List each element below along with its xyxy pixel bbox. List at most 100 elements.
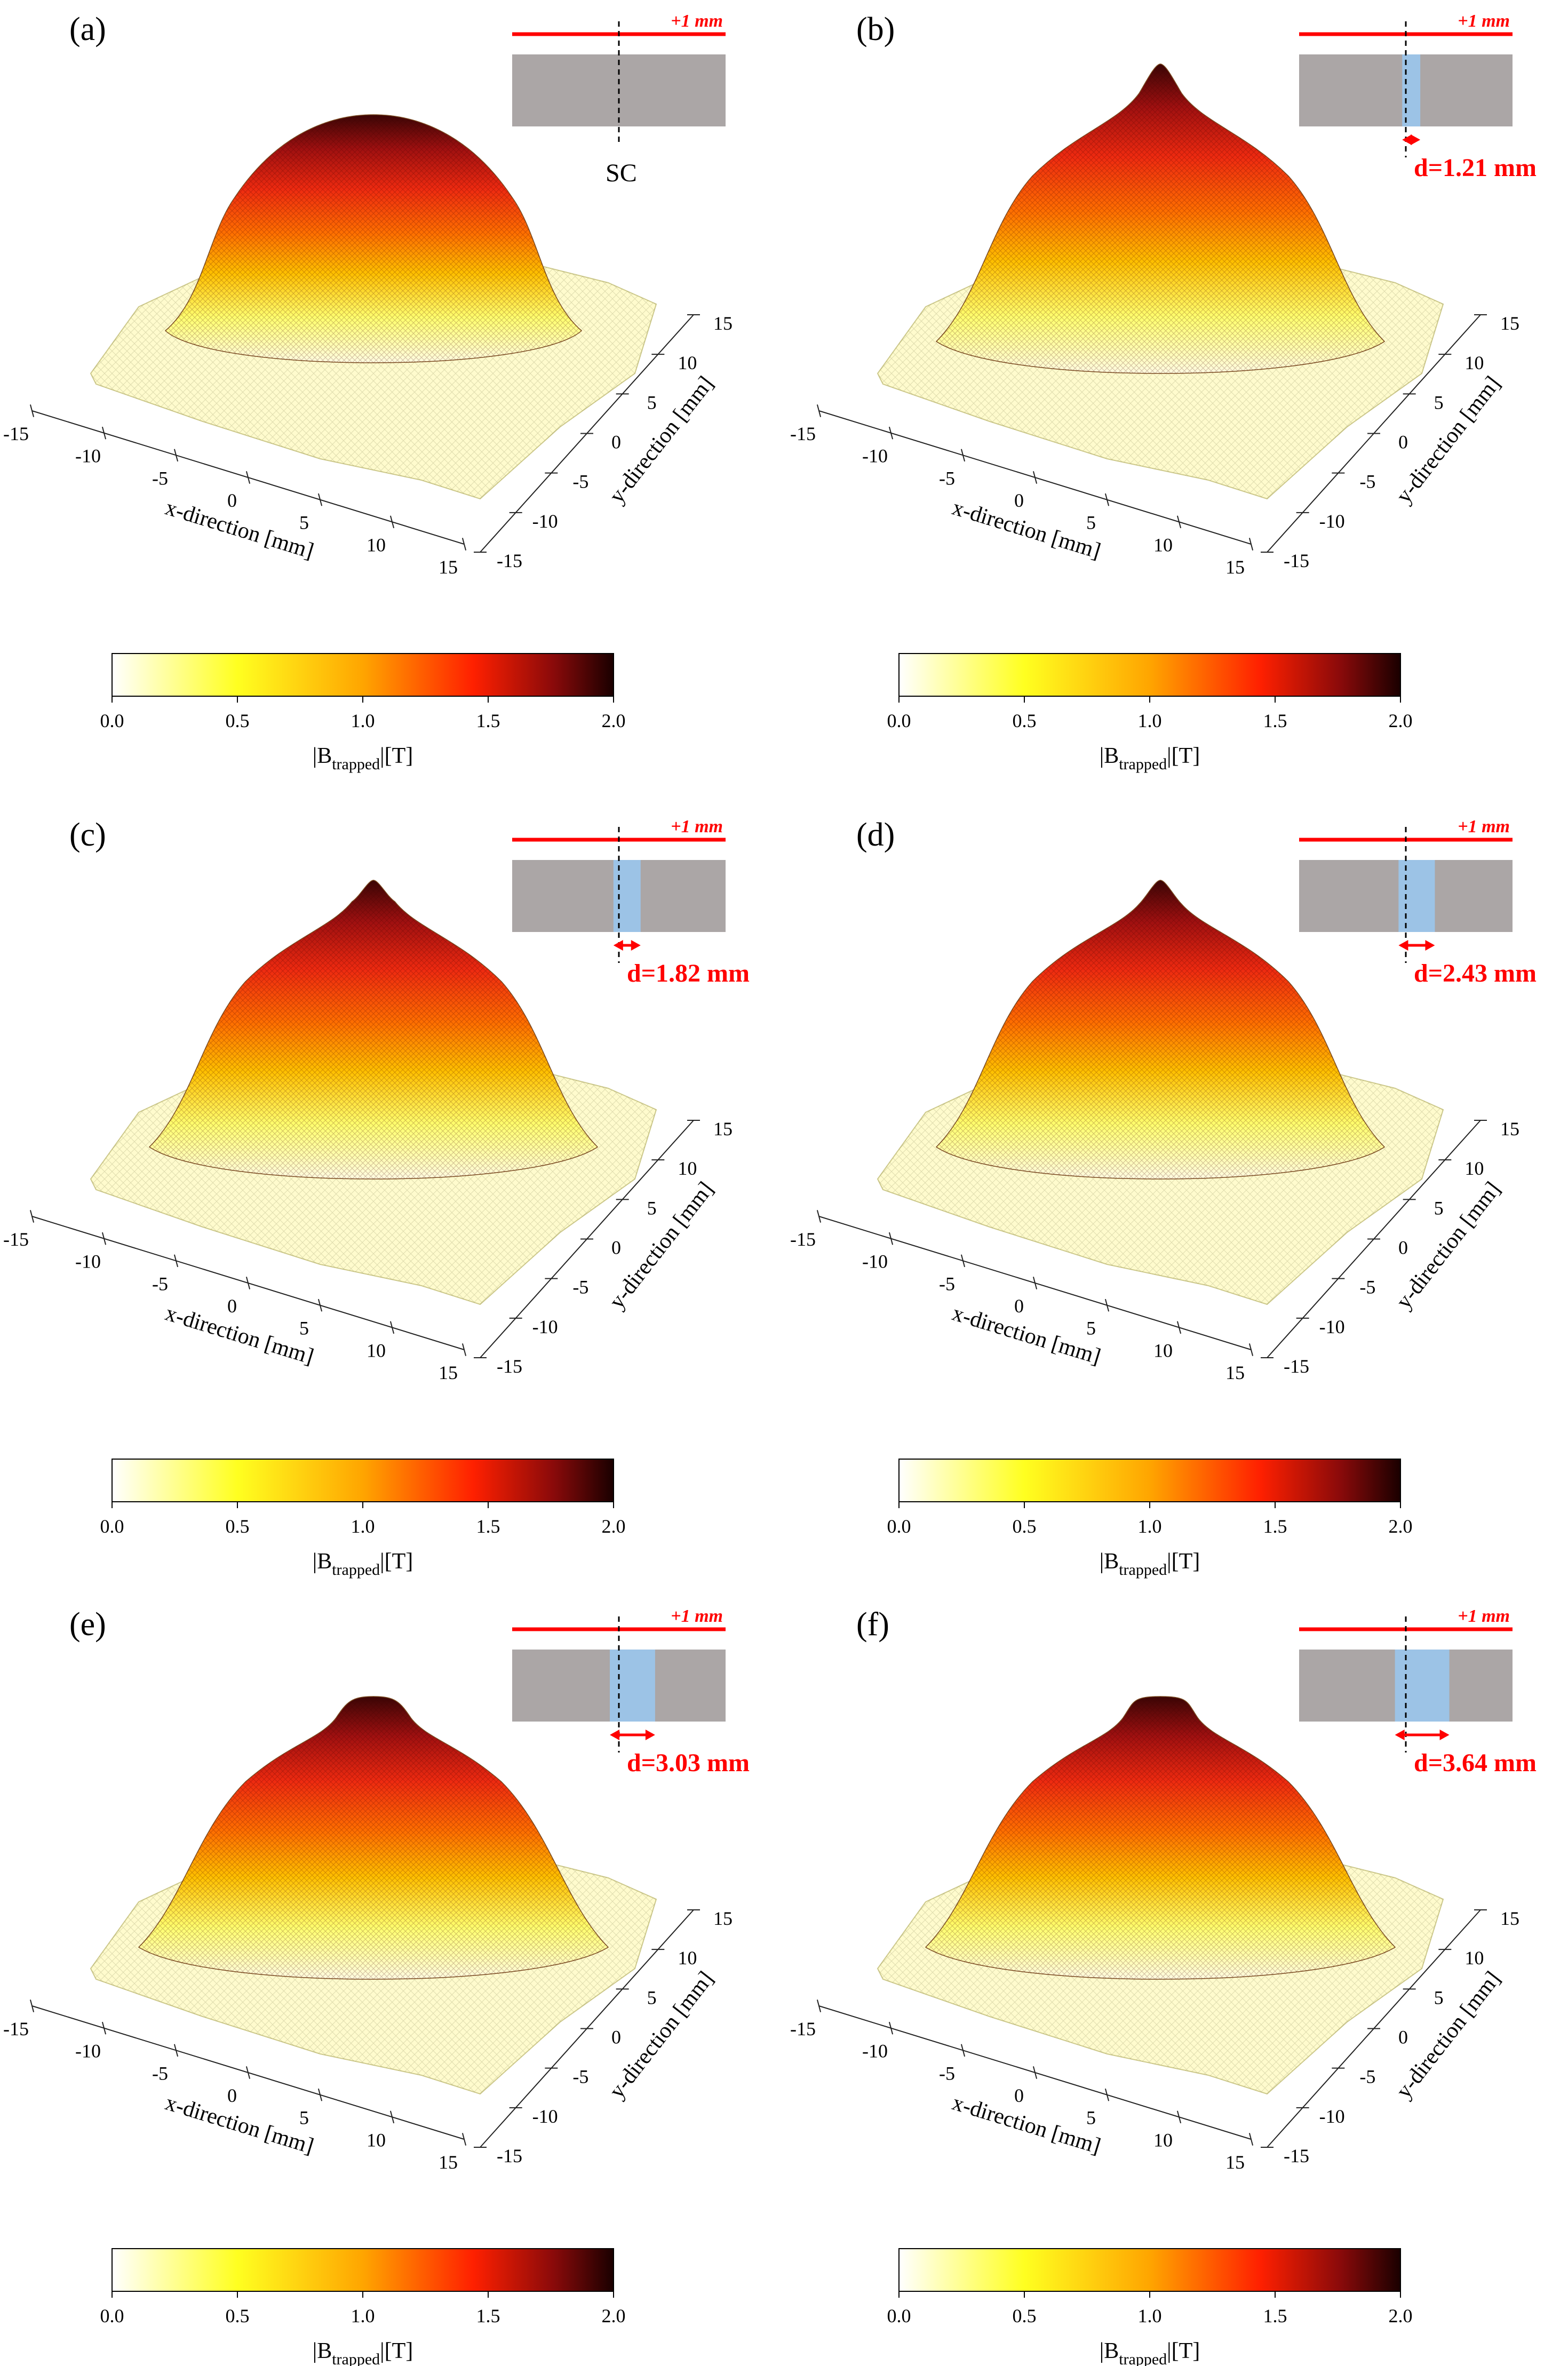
y-tick-label: 0 <box>611 1237 621 1258</box>
x-tick-label: 5 <box>1086 2107 1096 2129</box>
x-tick-label: 0 <box>1014 2085 1024 2106</box>
colorbar-label-end: |[T] <box>1167 2339 1200 2363</box>
y-tick-label: 5 <box>647 1987 657 2008</box>
y-tick-label: 5 <box>1434 392 1444 413</box>
colorbar-tick-label: 2.0 <box>602 1516 626 1537</box>
x-tick-label: 15 <box>439 2152 458 2173</box>
y-tick-label: -5 <box>1359 2066 1375 2088</box>
panel-label: (e) <box>69 1606 106 1643</box>
y-tick-label: 10 <box>678 1947 697 1969</box>
x-tick-label: 15 <box>1225 2152 1245 2173</box>
surface-body-mesh <box>936 64 1384 373</box>
groove-arrow-head-left <box>1398 940 1408 951</box>
inset-schematic: +1 mm d=3.03 mm <box>512 1606 750 1777</box>
x-tick <box>1248 2133 1254 2146</box>
x-tick <box>888 2021 894 2035</box>
x-tick-label: -10 <box>862 1251 888 1272</box>
colorbar: 0.0 0.5 1.0 1.5 2.0 |Btrapped|[T] <box>100 653 626 773</box>
x-tick <box>101 2021 107 2035</box>
x-tick-label: 15 <box>1225 1362 1245 1383</box>
inset-label: d=2.43 mm <box>1414 959 1537 987</box>
x-tick-label: 10 <box>1153 1340 1173 1361</box>
surface-body-mesh <box>165 115 582 363</box>
groove-region <box>610 1650 655 1722</box>
x-tick <box>245 1277 251 1289</box>
colorbar-label-sub: trapped <box>1119 755 1167 773</box>
y-tick-label: -5 <box>572 471 588 492</box>
x-tick <box>29 1999 35 2012</box>
surface-plot <box>90 880 657 1305</box>
x-tick <box>317 2088 323 2101</box>
x-tick <box>101 1232 107 1245</box>
colorbar-gradient <box>898 653 1401 697</box>
inset-top-label: +1 mm <box>1458 11 1510 31</box>
x-tick-label: 5 <box>1086 1318 1096 1339</box>
y-tick-label: 10 <box>1464 1947 1484 1969</box>
y-tick-label: -15 <box>497 1356 522 1377</box>
x-tick-label: -5 <box>152 1273 168 1294</box>
colorbar-tick-label: 0.5 <box>1013 710 1037 731</box>
inset-label: d=1.82 mm <box>627 959 750 987</box>
colorbar: 0.0 0.5 1.0 1.5 2.0 |Btrapped|[T] <box>887 653 1413 773</box>
y-tick-label: -10 <box>1319 2106 1345 2127</box>
x-tick-label: 0 <box>227 1295 237 1317</box>
x-tick-label: -15 <box>3 423 29 444</box>
colorbar-label-sub: trapped <box>1119 2351 1167 2366</box>
colorbar-tick-label: 2.0 <box>602 710 626 731</box>
colorbar-label-end: |[T] <box>380 744 413 768</box>
x-tick-label: 5 <box>1086 512 1096 533</box>
x-tick <box>1104 2088 1110 2101</box>
groove-arrow-head-left <box>1402 134 1412 145</box>
colorbar-label-end: |[T] <box>1167 744 1200 768</box>
colorbar-tick-label: 2.0 <box>1389 710 1413 731</box>
y-tick-label: -10 <box>1319 511 1345 532</box>
x-tick-label: 15 <box>439 556 458 578</box>
groove-region <box>1402 54 1421 126</box>
x-tick <box>29 404 35 417</box>
colorbar-label: |Btrapped|[T] <box>1100 2339 1200 2366</box>
colorbar-label-end: |[T] <box>1167 1549 1200 1574</box>
colorbar-label-main: |B <box>1100 2339 1119 2363</box>
groove-arrow-head-left <box>613 940 623 951</box>
x-tick-label: -5 <box>939 467 955 489</box>
x-tick-label: 10 <box>1153 2129 1173 2150</box>
y-tick-label: -10 <box>1319 1316 1345 1337</box>
y-tick-label: 0 <box>611 2027 621 2048</box>
x-tick <box>317 1298 323 1312</box>
inset-schematic: +1 mm d=1.82 mm <box>512 817 750 987</box>
x-tick-label: -5 <box>939 1273 955 1294</box>
colorbar-gradient <box>112 2248 614 2292</box>
x-tick-label: 0 <box>1014 1295 1024 1317</box>
x-axis-label: x-direction [mm] <box>162 2090 316 2158</box>
y-tick-label: 10 <box>1464 1158 1484 1179</box>
y-tick-label: 5 <box>647 1197 657 1218</box>
colorbar-tick-label: 1.0 <box>1138 2305 1162 2327</box>
x-tick <box>1032 471 1038 484</box>
x-tick-label: -5 <box>152 2062 168 2084</box>
x-tick-label: 15 <box>1225 556 1245 578</box>
x-tick <box>173 1254 179 1268</box>
x-tick-label: -15 <box>790 2018 816 2040</box>
inset-top-label: +1 mm <box>671 11 723 31</box>
x-tick-label: 5 <box>299 512 309 533</box>
y-tick-label: 15 <box>1500 1908 1519 1929</box>
y-tick-label: 10 <box>678 352 697 373</box>
groove-arrow-head-right <box>1439 1730 1450 1740</box>
colorbar-tick-label: 1.0 <box>351 2305 375 2327</box>
y-tick-label: 0 <box>611 432 621 453</box>
colorbar-label: |Btrapped|[T] <box>313 1549 413 1579</box>
colorbar: 0.0 0.5 1.0 1.5 2.0 |Btrapped|[T] <box>100 1459 626 1579</box>
colorbar-tick-label: 1.0 <box>1138 710 1162 731</box>
x-tick <box>1032 2066 1038 2079</box>
inset-label: d=3.64 mm <box>1414 1749 1537 1777</box>
x-tick <box>960 2044 966 2057</box>
colorbar-tick-label: 0.0 <box>100 710 124 731</box>
x-tick-label: -5 <box>152 467 168 489</box>
y-tick-label: 5 <box>1434 1987 1444 2008</box>
y-tick-label: 0 <box>1398 432 1408 453</box>
inset-schematic: +1 mm d=3.64 mm <box>1299 1606 1537 1777</box>
colorbar-tick-label: 0.5 <box>226 1516 250 1537</box>
colorbar-tick-label: 0.5 <box>226 2305 250 2327</box>
